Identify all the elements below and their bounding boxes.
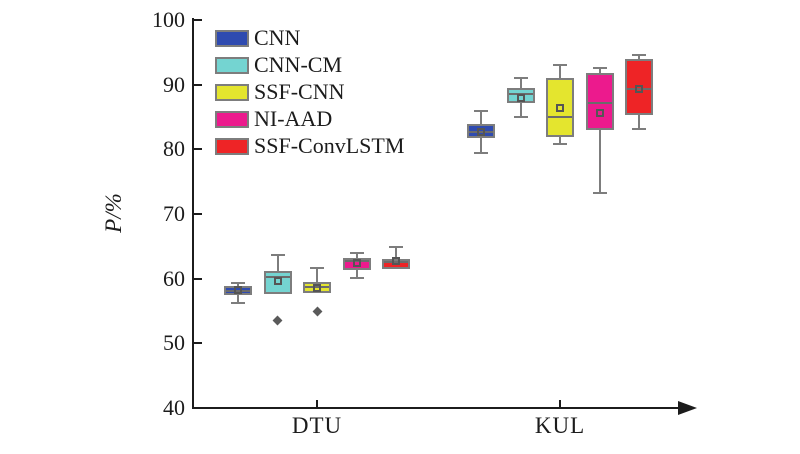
median-line [469,130,493,133]
upper-whisker [355,252,358,258]
lower-whisker [480,137,482,154]
upper-whisker [316,268,318,282]
y-axis-tick [194,277,202,280]
upper-whisker [519,78,522,88]
lower-whisker-cap [474,152,488,155]
upper-whisker-cap [310,267,324,270]
mean-marker [313,283,321,292]
mean-marker [234,285,242,294]
upper-whisker-cap [513,77,528,80]
y-axis-tick-label: 90 [163,71,185,97]
lower-whisker-cap [553,143,567,146]
legend-label: SSF-ConvLSTM [254,133,405,158]
mean-marker [477,127,485,136]
legend-swatch [215,84,249,101]
upper-whisker [276,254,279,271]
upper-whisker [237,282,239,286]
x-axis-category-label: KUL [534,413,586,438]
y-axis-line [192,18,194,409]
legend-label: NI-AAD [254,106,333,131]
y-axis-tick-label: 60 [163,265,185,291]
x-axis-arrow-icon [678,401,697,415]
lower-whisker-cap [632,128,646,131]
outlier-point [272,315,283,326]
median-line [344,260,369,263]
y-axis-tick [194,148,202,151]
legend-label: CNN [254,25,301,50]
lower-whisker [355,270,358,278]
upper-whisker-cap [632,53,646,56]
upper-whisker [395,246,397,260]
median-line [587,101,612,104]
lower-whisker-cap [231,302,245,305]
legend-label: CNN-CM [254,52,343,77]
median-line [384,260,408,263]
box-plot-box [546,78,574,138]
upper-whisker [638,54,640,59]
lower-whisker [519,102,522,117]
outlier-point [312,306,322,316]
mean-marker [516,94,525,103]
y-axis-tick-label: 70 [163,201,185,226]
lower-whisker [237,295,239,304]
legend-item: NI-AAD [0,107,460,131]
y-axis-tick [194,342,202,345]
legend-item: SSF-ConvLSTM [0,134,460,158]
y-axis-title: P/% [101,193,126,233]
y-axis-tick-label: 80 [163,136,185,162]
legend-swatch [215,30,249,47]
upper-whisker-cap [349,251,364,254]
legend-label: SSF-CNN [254,79,345,104]
median-line [548,116,572,118]
upper-whisker [559,65,561,79]
legend-item: SSF-CNN [0,80,460,104]
upper-whisker-cap [474,109,488,112]
upper-whisker [598,67,601,74]
upper-whisker-cap [231,281,245,284]
box-plot-box [585,73,614,130]
mean-marker [595,109,604,118]
lower-whisker-cap [513,116,528,118]
upper-whisker [480,110,482,125]
mean-marker [352,259,361,268]
x-axis-tick [316,400,318,407]
median-line [305,286,329,289]
median-line [226,289,250,292]
upper-whisker-cap [592,66,607,69]
y-axis-tick [194,83,202,86]
y-axis-tick-label: 40 [163,395,185,420]
legend-swatch [215,138,249,155]
legend-swatch [215,111,249,128]
y-axis-tick [194,407,202,409]
x-axis-tick [559,400,561,407]
legend-item: CNN-CM [0,53,460,77]
mean-marker [556,103,564,112]
x-axis-line [192,407,681,409]
mean-marker [273,277,282,286]
mean-marker [635,85,643,94]
y-axis-tick-label: 100 [152,7,185,32]
median-line [508,92,533,95]
x-axis-category-label: DTU [291,413,343,438]
lower-whisker [559,137,561,145]
lower-whisker-cap [349,277,364,280]
mean-marker [392,257,400,266]
y-axis-tick [194,213,202,215]
y-axis-tick-label: 50 [163,330,185,356]
lower-whisker [638,115,640,130]
median-line [627,88,651,91]
upper-whisker-cap [270,253,285,256]
upper-whisker-cap [553,64,567,67]
legend-item: CNN [0,26,460,50]
upper-whisker-cap [389,245,403,248]
legend-swatch [215,57,249,74]
y-axis-tick [194,19,202,21]
lower-whisker-cap [592,192,607,195]
lower-whisker [598,129,601,194]
